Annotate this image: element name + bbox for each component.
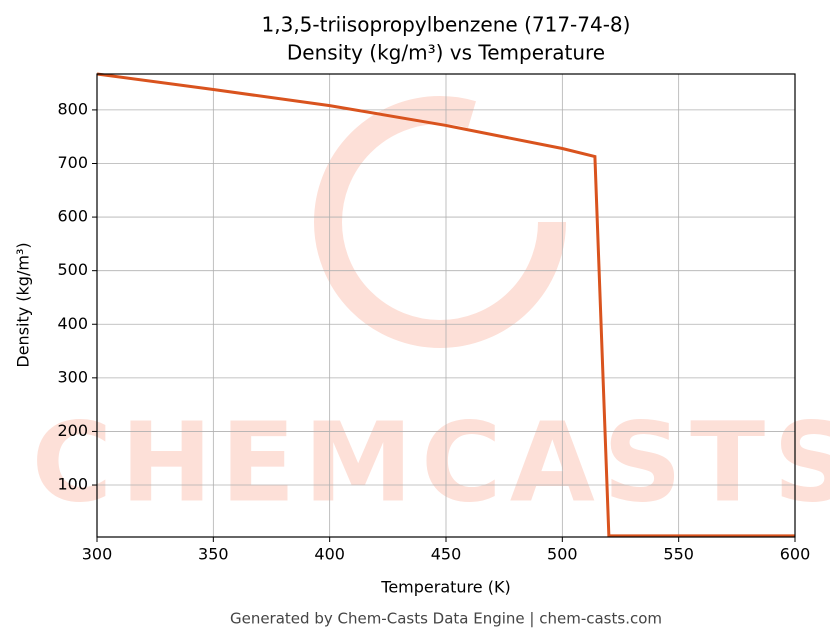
chart-title: 1,3,5-triisopropylbenzene (717-74-8) [262,13,631,37]
footer: Generated by Chem-Casts Data Engine | ch… [230,610,662,628]
data-line [96,72,795,538]
chart-subtitle: Density (kg/m³) vs Temperature [287,41,605,65]
x-tick-label: 350 [198,545,229,564]
x-tick-label: 400 [314,545,345,564]
x-tick-label: 500 [547,545,578,564]
y-axis-label: Density (kg/m³) [14,242,33,367]
y-tick-label: 100 [57,475,88,494]
watermark-logo [314,96,566,348]
x-axis-label: Temperature (K) [380,578,510,597]
y-tick-label: 700 [57,153,88,172]
y-tick-label: 200 [57,421,88,440]
y-tick-label: 400 [57,314,88,333]
y-tick-label: 600 [57,207,88,226]
x-tick-label: 300 [82,545,113,564]
x-tick-label: 600 [780,545,811,564]
watermark: CHEMCASTS [32,398,830,526]
y-tick-label: 300 [57,367,88,386]
x-tick-label: 550 [663,545,694,564]
y-tick-label: 800 [57,99,88,118]
plot-frame [96,73,796,538]
y-tick-label: 500 [57,260,88,279]
x-tick-label: 450 [431,545,462,564]
